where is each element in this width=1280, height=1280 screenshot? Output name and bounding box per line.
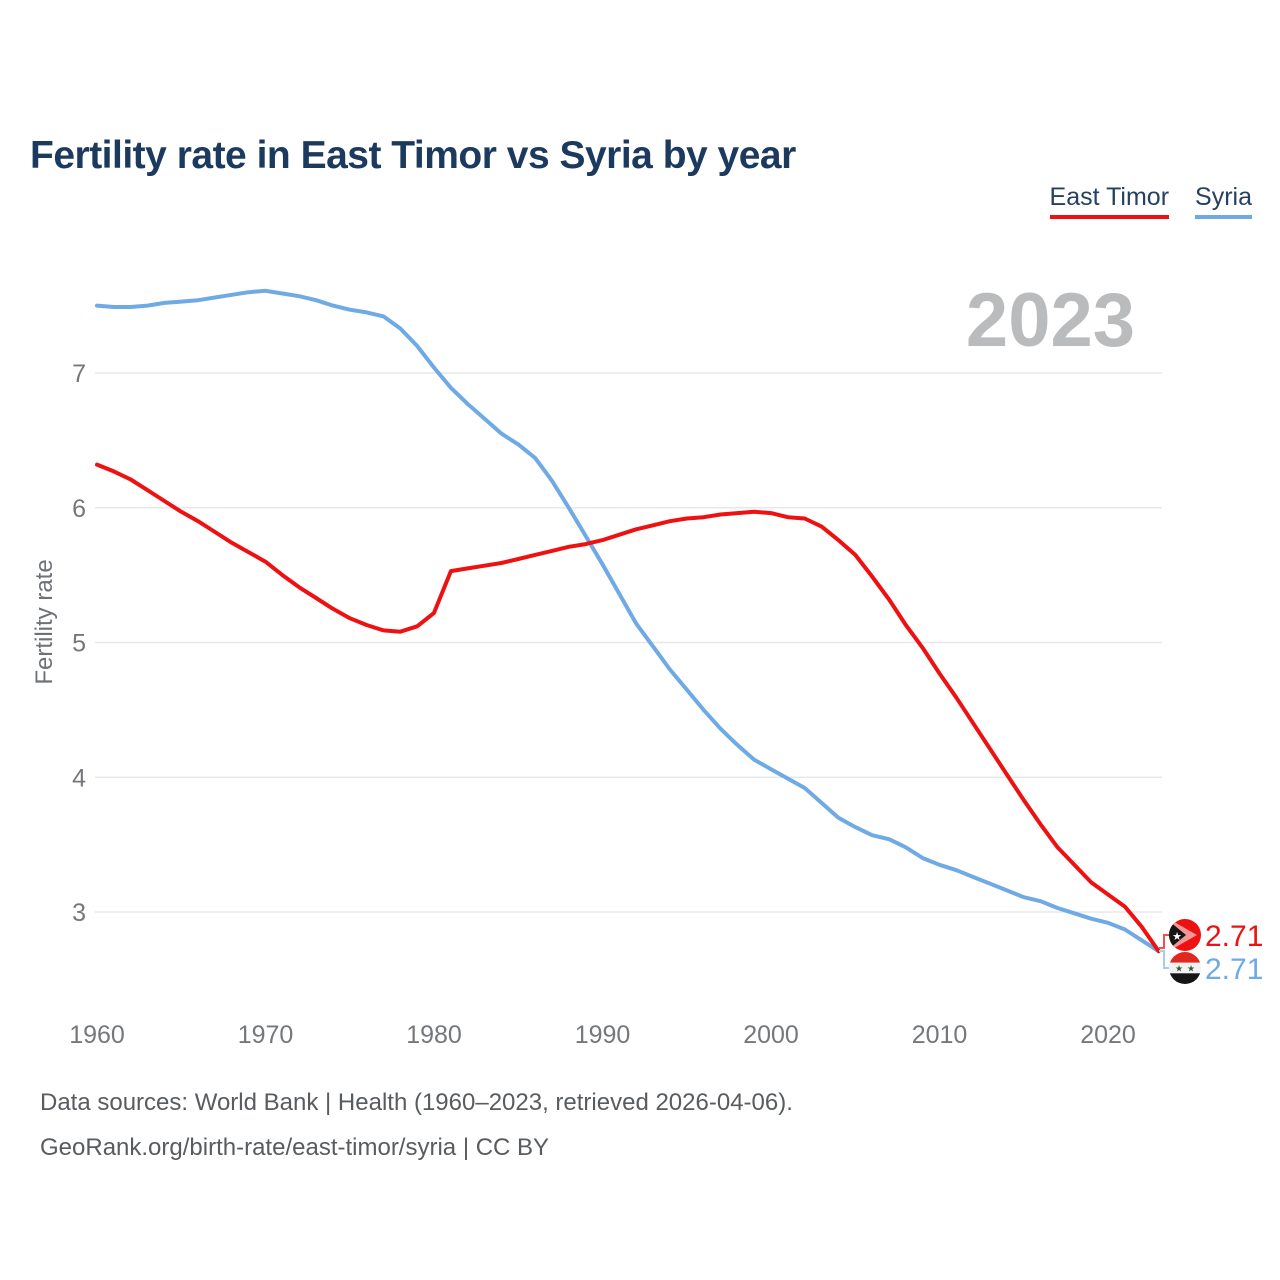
svg-text:★: ★ [1187, 964, 1195, 974]
footer: Data sources: World Bank | Health (1960–… [40, 1080, 793, 1170]
legend-item-syria[interactable]: Syria [1195, 183, 1252, 219]
x-tick-label: 1990 [575, 1021, 631, 1049]
syria-line-series [95, 288, 1161, 954]
x-tick-label: 1970 [238, 1021, 294, 1049]
y-tick-label: 5 [72, 630, 86, 658]
y-tick-label: 6 [72, 495, 86, 523]
x-tick-label: 2000 [743, 1021, 799, 1049]
data-lines [95, 288, 1161, 954]
legend-item-east-timor[interactable]: East Timor [1049, 183, 1170, 219]
syria-flag-icon: ★ ★ [1169, 952, 1201, 984]
y-tick-label: 4 [72, 764, 86, 792]
east-timor-flag-icon: ★ [1169, 919, 1201, 951]
x-tick-label: 2020 [1080, 1021, 1136, 1049]
footer-data-sources: Data sources: World Bank | Health (1960–… [40, 1089, 793, 1116]
east-timor-end-value: 2.71 [1205, 920, 1263, 953]
svg-text:★: ★ [1172, 931, 1182, 943]
x-tick-label: 1980 [406, 1021, 462, 1049]
page-title: Fertility rate in East Timor vs Syria by… [30, 134, 796, 178]
y-axis-tick-labels: 3 4 5 6 7 [72, 360, 86, 927]
footer-attribution: GeoRank.org/birth-rate/east-timor/syria … [40, 1134, 550, 1161]
y-tick-label: 7 [72, 360, 86, 388]
syria-connector [1159, 950, 1169, 969]
gridlines [95, 372, 1162, 913]
y-axis-title: Fertility rate [31, 559, 58, 684]
end-label-connectors [1159, 934, 1169, 969]
y-tick-label: 3 [72, 899, 86, 927]
year-watermark: 2023 [966, 278, 1135, 363]
x-tick-label: 2010 [912, 1021, 968, 1049]
east-timor-connector [1159, 934, 1169, 949]
x-tick-label: 1960 [69, 1021, 125, 1049]
east-timor-line-series [95, 462, 1161, 954]
syria-end-value: 2.71 [1205, 953, 1263, 986]
x-axis-tick-labels: 1960 1970 1980 1990 2000 2010 2020 [69, 1021, 1136, 1049]
legend: East Timor Syria [1049, 183, 1252, 219]
svg-text:★: ★ [1175, 964, 1183, 974]
